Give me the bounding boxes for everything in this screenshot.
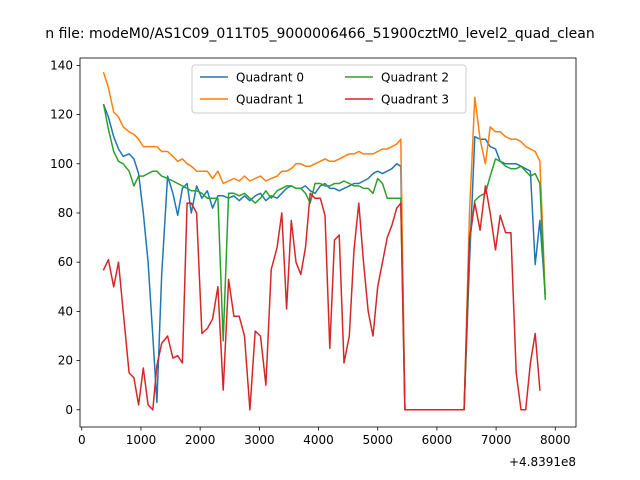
x-tick-label: 2000 xyxy=(185,433,216,447)
series-line-2 xyxy=(102,103,546,411)
x-tick-label: 8000 xyxy=(540,433,571,447)
y-axis-ticks: 0 20 40 60 80 100 120 140 xyxy=(50,58,80,417)
legend: Quadrant 0 Quadrant 1 Quadrant 2 Quadrant 3 xyxy=(191,64,467,114)
y-tick-label: 20 xyxy=(58,354,73,368)
y-tick-label: 0 xyxy=(65,403,73,417)
legend-label-2: Quadrant 2 xyxy=(381,71,449,85)
x-tick-label: 5000 xyxy=(362,433,393,447)
y-tick-label: 60 xyxy=(58,255,73,269)
y-tick-label: 100 xyxy=(50,157,73,171)
series-layer xyxy=(102,71,547,411)
series-line-3 xyxy=(102,185,541,411)
legend-label-1: Quadrant 1 xyxy=(236,93,304,107)
plot-area xyxy=(80,58,576,427)
legend-frame xyxy=(191,64,467,114)
legend-label-0: Quadrant 0 xyxy=(236,71,304,85)
y-tick-label: 120 xyxy=(50,108,73,122)
x-tick-label: 1000 xyxy=(126,433,157,447)
plot-frame xyxy=(79,57,577,428)
x-axis-ticks: 0 1000 2000 3000 4000 5000 6000 7000 8000 xyxy=(78,427,571,447)
y-tick-label: 80 xyxy=(58,206,73,220)
x-tick-label: 0 xyxy=(78,433,86,447)
x-tick-label: 4000 xyxy=(303,433,334,447)
x-tick-label: 3000 xyxy=(244,433,275,447)
y-tick-label: 140 xyxy=(50,58,73,72)
legend-label-3: Quadrant 3 xyxy=(381,93,449,107)
x-tick-label: 6000 xyxy=(422,433,453,447)
y-tick-label: 40 xyxy=(58,304,73,318)
x-tick-label: 7000 xyxy=(481,433,512,447)
chart-title: n file: modeM0/AS1C09_011T05_9000006466_… xyxy=(45,26,594,42)
series-line-1 xyxy=(102,71,546,411)
x-axis-offset-label: +4.8391e8 xyxy=(509,455,576,469)
